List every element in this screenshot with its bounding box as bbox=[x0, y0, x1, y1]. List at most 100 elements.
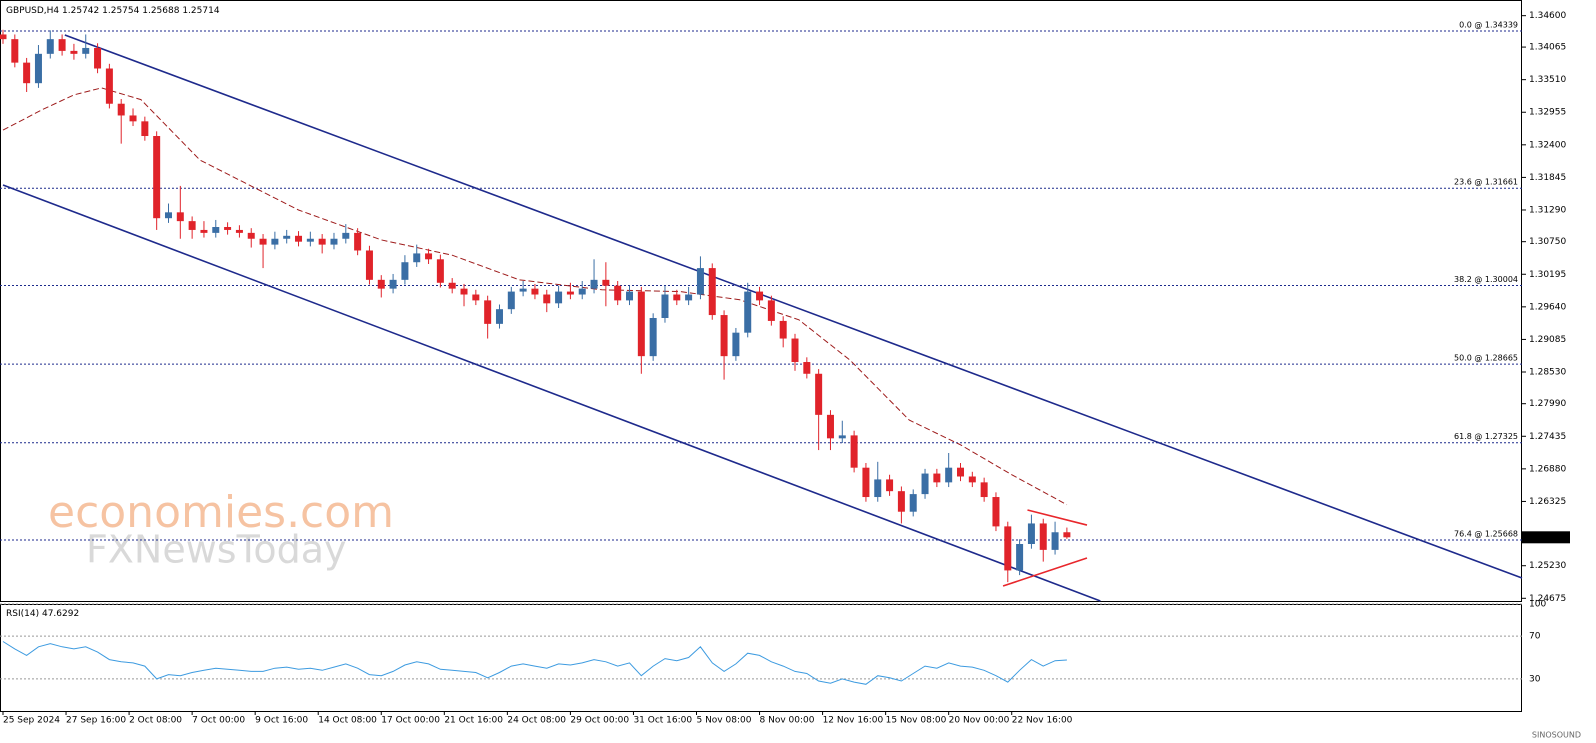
candle-body bbox=[578, 288, 586, 295]
candle-body bbox=[590, 279, 598, 289]
y-tick-label: 1.26325 bbox=[1529, 497, 1566, 507]
header-value: 1.25688 bbox=[142, 6, 179, 16]
candle-body bbox=[791, 338, 799, 363]
rsi-value: 47.6292 bbox=[42, 609, 79, 619]
candle-body bbox=[413, 253, 421, 263]
candle-body bbox=[70, 50, 78, 54]
candle-body bbox=[992, 497, 1000, 527]
candle-body bbox=[46, 39, 54, 54]
candle-body bbox=[295, 235, 303, 242]
candle-body bbox=[921, 473, 929, 495]
candle-body bbox=[224, 227, 232, 230]
candle-body bbox=[897, 491, 905, 512]
candle-body bbox=[105, 68, 113, 104]
candles bbox=[0, 29, 1071, 583]
candle-body bbox=[945, 467, 953, 483]
candle-body bbox=[637, 291, 645, 357]
candle-body bbox=[436, 259, 444, 283]
y-tick-label: 1.34065 bbox=[1529, 43, 1566, 53]
candle-body bbox=[34, 53, 42, 84]
candle-body bbox=[862, 467, 870, 498]
candle-body bbox=[1004, 526, 1012, 571]
candle-body bbox=[685, 294, 693, 301]
candle-body bbox=[531, 288, 539, 295]
x-tick-label: 27 Sep 16:00 bbox=[66, 716, 126, 726]
candle-body bbox=[744, 291, 752, 333]
x-tick-label: 5 Nov 08:00 bbox=[696, 716, 751, 726]
candle-body bbox=[673, 294, 681, 301]
candle-body bbox=[661, 294, 669, 318]
candle-body bbox=[200, 229, 208, 233]
candle-body bbox=[377, 279, 385, 289]
y-tick-label: 1.24675 bbox=[1529, 594, 1566, 604]
x-tick-label: 25 Sep 2024 bbox=[3, 716, 60, 726]
candle-body bbox=[957, 467, 964, 477]
x-tick-label: 31 Oct 16:00 bbox=[633, 716, 692, 726]
header-value: 1.25714 bbox=[182, 6, 219, 16]
candle-body bbox=[968, 476, 976, 483]
candle-body bbox=[401, 262, 409, 280]
fib-label: 23.6 @ 1.31661 bbox=[1454, 178, 1518, 187]
x-tick-label: 21 Oct 16:00 bbox=[444, 716, 503, 726]
candle-body bbox=[1016, 543, 1024, 571]
y-tick-label: 100 bbox=[1529, 600, 1546, 610]
y-tick-label: 1.30195 bbox=[1529, 270, 1566, 280]
y-tick-label: 1.31845 bbox=[1529, 173, 1566, 183]
candle-body bbox=[484, 300, 492, 324]
fib-label: 0.0 @ 1.34339 bbox=[1459, 20, 1518, 29]
candle-body bbox=[354, 232, 362, 251]
candle-body bbox=[626, 291, 634, 301]
candle-body bbox=[720, 315, 728, 357]
y-tick-label: 70 bbox=[1529, 632, 1541, 642]
y-tick-label: 1.33510 bbox=[1529, 75, 1566, 85]
candle-body bbox=[448, 282, 456, 289]
candle-body bbox=[519, 288, 527, 292]
y-tick-label: 30 bbox=[1529, 674, 1541, 684]
candle-body bbox=[602, 279, 610, 286]
candle-body bbox=[543, 294, 551, 304]
current-price: 1.25714 bbox=[1526, 533, 1563, 543]
candle-body bbox=[0, 34, 7, 40]
rsi-label: RSI(14) bbox=[6, 609, 39, 619]
x-tick-label: 9 Oct 16:00 bbox=[255, 716, 308, 726]
candle-body bbox=[566, 291, 574, 295]
y-tick-label: 1.28530 bbox=[1529, 368, 1566, 378]
fib-label: 50.0 @ 1.28665 bbox=[1454, 354, 1518, 363]
candle-body bbox=[82, 47, 90, 54]
candle-body bbox=[1039, 523, 1047, 550]
x-tick-label: 2 Oct 08:00 bbox=[129, 716, 182, 726]
candle-body bbox=[247, 232, 255, 239]
candle-body bbox=[94, 47, 102, 69]
y-tick-label: 1.27990 bbox=[1529, 399, 1566, 409]
candle-body bbox=[271, 238, 279, 245]
fib-label: 61.8 @ 1.27325 bbox=[1454, 432, 1518, 441]
candle-body bbox=[164, 212, 172, 219]
y-tick-label: 1.27435 bbox=[1529, 432, 1566, 442]
candle-body bbox=[756, 291, 764, 301]
candle-body bbox=[933, 473, 941, 483]
moving-average bbox=[2, 87, 1068, 506]
x-tick-label: 7 Oct 00:00 bbox=[192, 716, 245, 726]
candle-body bbox=[389, 279, 397, 289]
candle-body bbox=[696, 268, 704, 295]
candle-body bbox=[425, 253, 433, 260]
candle-body bbox=[614, 285, 622, 301]
symbol: GBPUSD,H4 bbox=[6, 6, 59, 16]
fib-label: 76.4 @ 1.25668 bbox=[1454, 530, 1518, 539]
y-tick-label: 1.25230 bbox=[1529, 561, 1566, 571]
header-value: 1.25742 bbox=[62, 6, 99, 16]
x-tick-label: 29 Oct 00:00 bbox=[570, 716, 629, 726]
candle-body bbox=[176, 212, 184, 222]
trendline bbox=[1027, 509, 1088, 526]
candle-body bbox=[283, 235, 291, 239]
watermark-text: FXNewsToday bbox=[86, 528, 346, 572]
candle-body bbox=[1063, 532, 1071, 538]
candle-body bbox=[235, 229, 243, 233]
candle-body bbox=[306, 238, 314, 242]
candle-body bbox=[803, 362, 811, 374]
y-tick-label: 1.26880 bbox=[1529, 464, 1566, 474]
x-tick-label: 24 Oct 08:00 bbox=[507, 716, 566, 726]
chart-header: GBPUSD,H4 1.25742 1.25754 1.25688 1.2571… bbox=[6, 6, 220, 16]
x-tick-label: 8 Nov 00:00 bbox=[760, 716, 815, 726]
